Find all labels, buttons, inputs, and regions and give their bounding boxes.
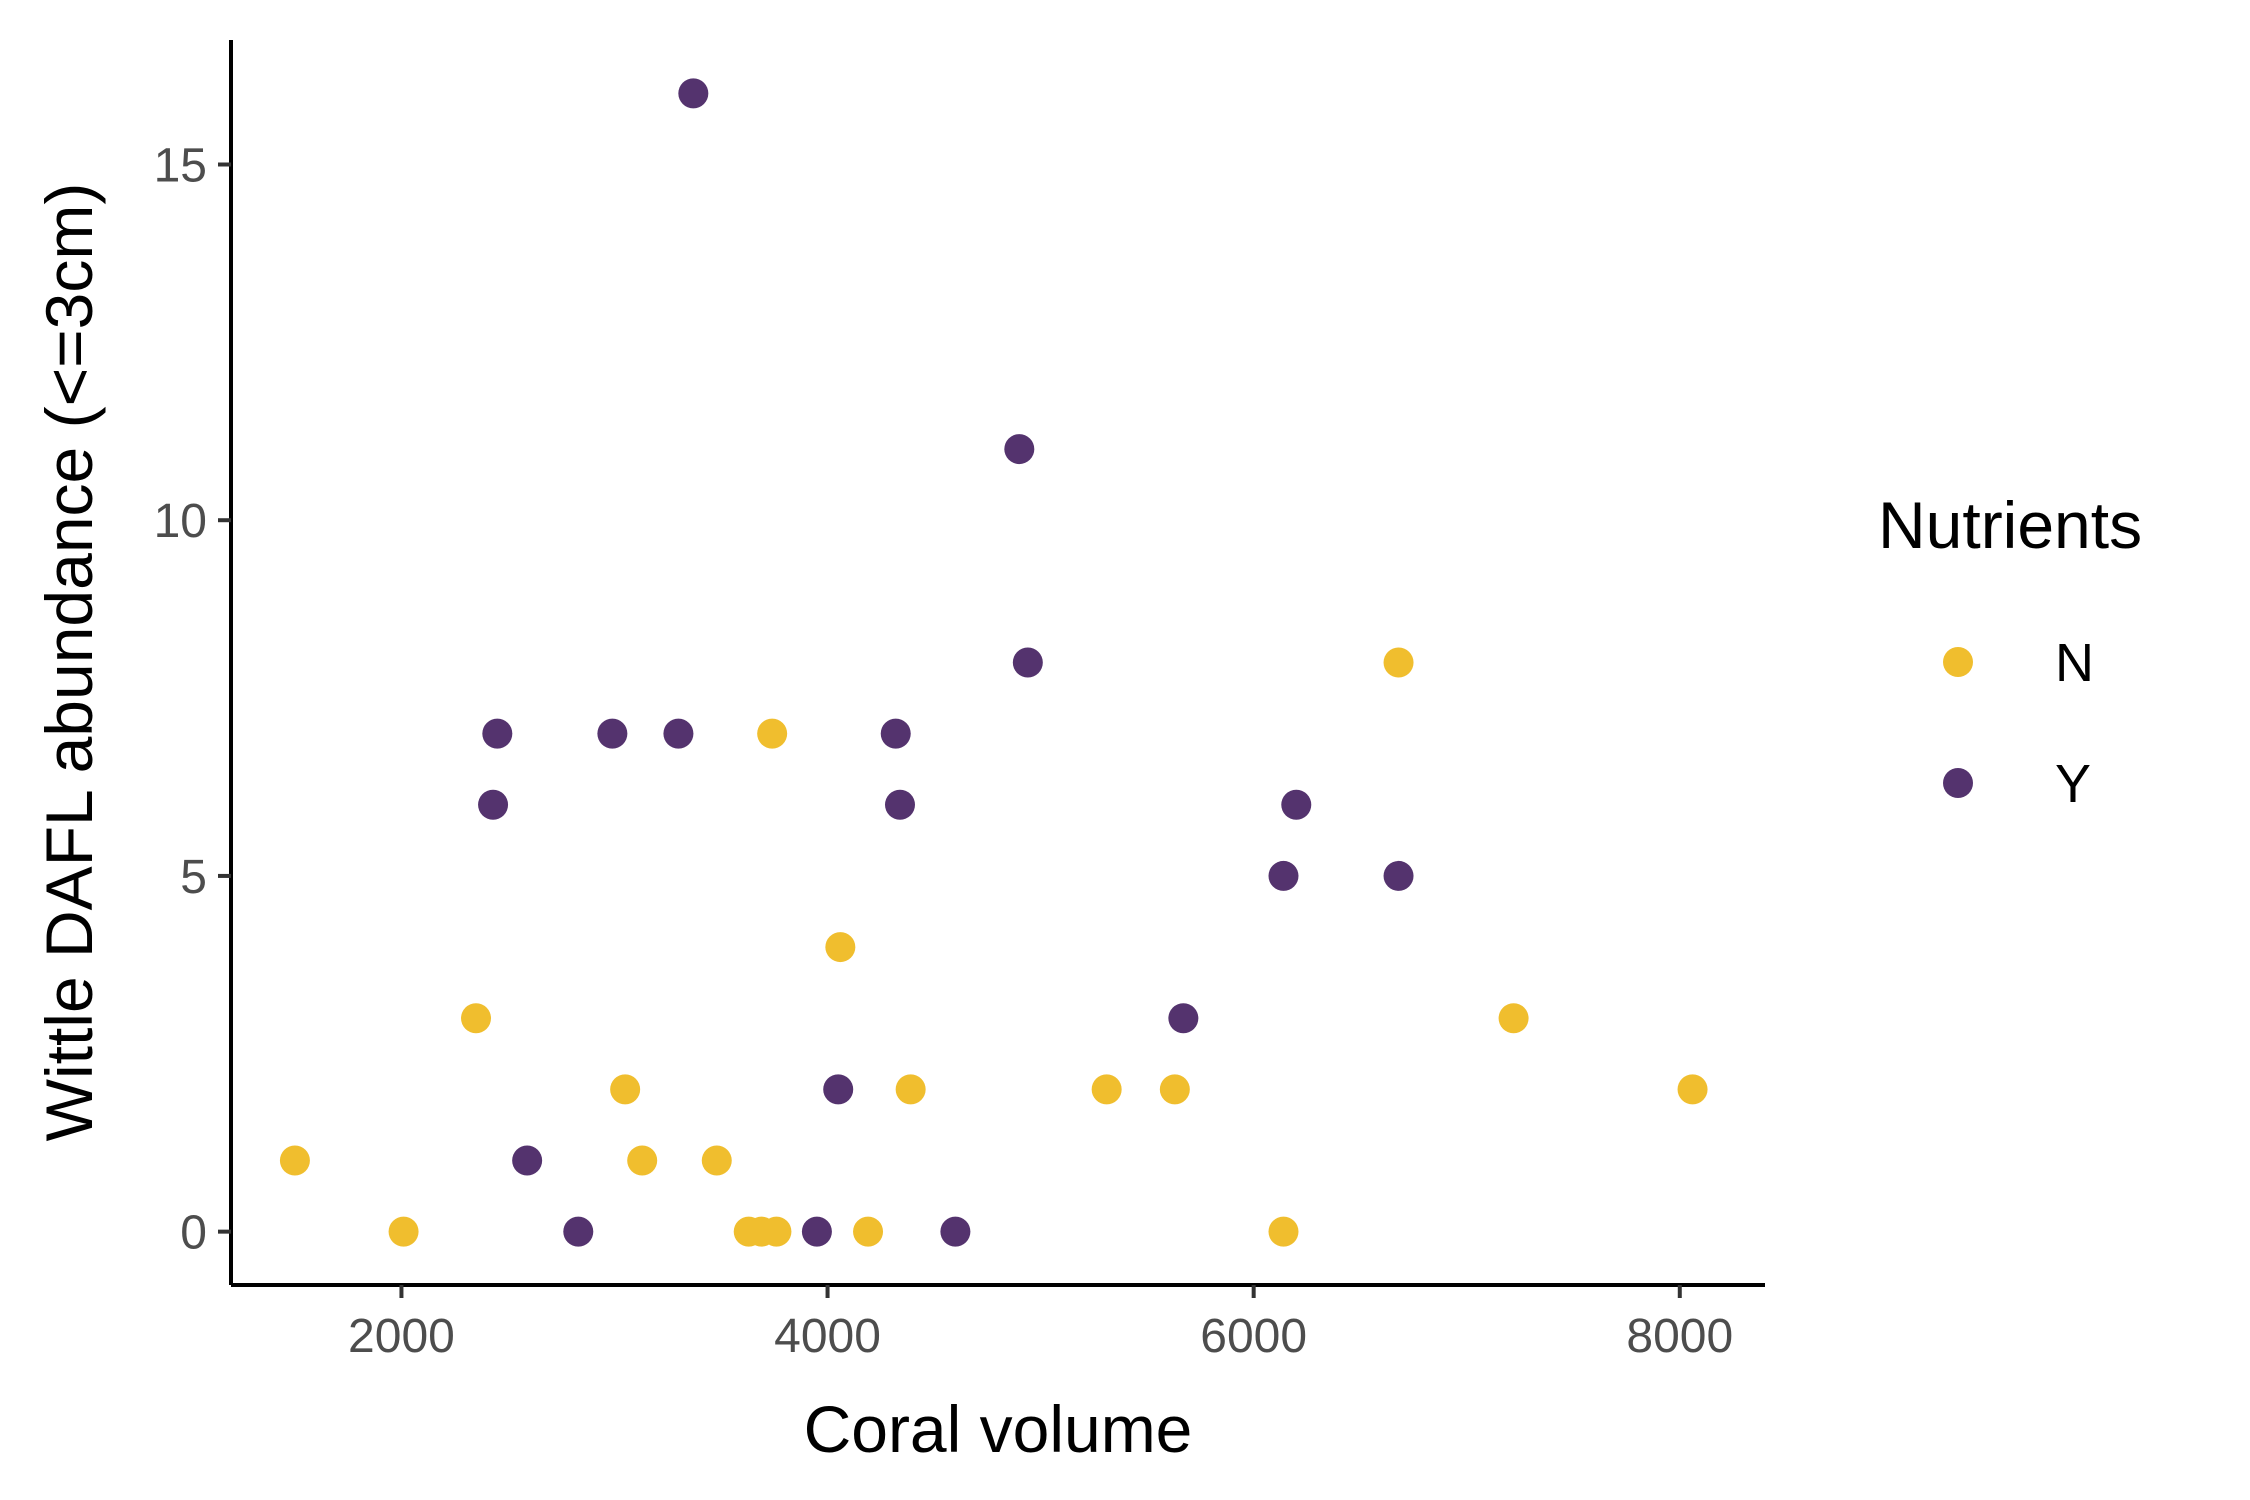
data-point-y: [823, 1074, 854, 1105]
data-point-y: [884, 789, 915, 820]
legend-items: NY: [1943, 633, 2094, 814]
x-axis-title: Coral volume: [804, 1392, 1193, 1466]
data-point-y: [678, 78, 709, 109]
data-point-y: [597, 718, 628, 749]
data-point-y: [1268, 860, 1299, 891]
y-tick-label: 15: [154, 140, 207, 193]
legend-label-y: Y: [2055, 754, 2091, 814]
points-layer: [279, 78, 1708, 1247]
data-point-y: [1012, 647, 1043, 678]
data-point-y: [563, 1216, 594, 1247]
data-point-n: [895, 1074, 926, 1105]
x-tick-label: 4000: [774, 1310, 881, 1363]
data-point-y: [880, 718, 911, 749]
data-point-n: [1159, 1074, 1190, 1105]
data-point-y: [663, 718, 694, 749]
data-point-y: [1168, 1003, 1199, 1034]
y-tick-label: 5: [180, 851, 207, 904]
legend-label-n: N: [2055, 633, 2094, 693]
data-point-y: [1281, 789, 1312, 820]
ticks-layer: 2000 4000 6000 8000 0 5 10 15: [154, 140, 1734, 1364]
data-point-n: [627, 1145, 658, 1176]
data-point-y: [1383, 860, 1414, 891]
data-point-n: [757, 718, 788, 749]
y-tick-label: 10: [154, 495, 207, 548]
data-point-y: [512, 1145, 543, 1176]
data-point-n: [701, 1145, 732, 1176]
x-tick-label: 6000: [1200, 1310, 1307, 1363]
data-point-y: [482, 718, 513, 749]
data-point-y: [1004, 434, 1035, 465]
data-point-y: [801, 1216, 832, 1247]
legend-key-y: [1943, 768, 1973, 798]
data-point-n: [388, 1216, 419, 1247]
x-tick-label: 8000: [1626, 1310, 1733, 1363]
data-point-n: [761, 1216, 792, 1247]
legend-key-n: [1943, 647, 1973, 677]
data-point-n: [1268, 1216, 1299, 1247]
x-tick-label: 2000: [348, 1310, 455, 1363]
y-tick-label: 0: [180, 1207, 207, 1260]
data-point-y: [940, 1216, 971, 1247]
data-point-y: [478, 789, 509, 820]
data-point-n: [461, 1003, 492, 1034]
data-point-n: [1498, 1003, 1529, 1034]
legend: Nutrients NY: [1878, 488, 2142, 814]
legend-title: Nutrients: [1878, 488, 2142, 562]
data-point-n: [1677, 1074, 1708, 1105]
data-point-n: [610, 1074, 641, 1105]
data-point-n: [1091, 1074, 1122, 1105]
data-point-n: [853, 1216, 884, 1247]
data-point-n: [825, 932, 856, 963]
data-point-n: [279, 1145, 310, 1176]
y-axis-title: Wittle DAFL abundance (<=3cm): [32, 183, 106, 1142]
data-point-n: [1383, 647, 1414, 678]
